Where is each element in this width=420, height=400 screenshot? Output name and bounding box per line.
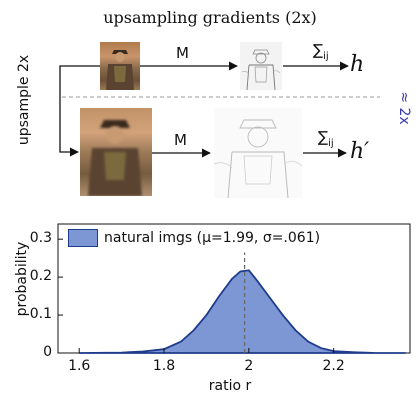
top-sum-sub: ij xyxy=(323,51,329,62)
large-upsampled-photo xyxy=(80,108,152,196)
y-tick-label: 0 xyxy=(43,344,52,360)
large-gradient-image xyxy=(213,108,303,199)
bottom-m-label: M xyxy=(174,131,187,149)
ratio-chart xyxy=(57,223,411,354)
result-h: h xyxy=(350,52,365,77)
x-tick-label: 2 xyxy=(244,358,254,374)
top-sum-label: ∑ij xyxy=(313,41,329,62)
upsample-arrow xyxy=(59,65,100,157)
small-photo xyxy=(100,42,140,90)
bottom-sum-label: ∑ij xyxy=(318,128,334,149)
legend-label: natural imgs (μ=1.99, σ=.061) xyxy=(104,230,321,246)
series-area-natural-imgs xyxy=(79,269,406,354)
y-tick-label: 0.2 xyxy=(29,268,52,285)
result-h-prime: h′ xyxy=(350,139,370,164)
diagram-connectors xyxy=(59,61,380,158)
y-tick-label: 0.1 xyxy=(29,306,52,323)
bottom-sum-sub: ij xyxy=(328,138,334,149)
small-gradient-image xyxy=(240,42,282,91)
approx-label: ≈ 2x xyxy=(396,91,412,125)
top-sum-symbol: ∑ xyxy=(313,41,324,59)
legend-swatch xyxy=(68,229,98,247)
diagram-title: upsampling gradients (2x) xyxy=(103,8,317,27)
x-tick-label: 1.6 xyxy=(68,358,91,374)
x-tick-label: 1.8 xyxy=(152,358,176,374)
chart-legend: natural imgs (μ=1.99, σ=.061) xyxy=(68,229,320,247)
x-tick-label: 2.2 xyxy=(322,358,345,374)
bottom-sum-symbol: ∑ xyxy=(318,128,329,146)
x-axis-label: ratio r xyxy=(208,378,252,394)
top-m-label: M xyxy=(176,44,189,62)
chart-ticks xyxy=(58,238,335,354)
y-tick-label: 0.3 xyxy=(29,230,52,247)
